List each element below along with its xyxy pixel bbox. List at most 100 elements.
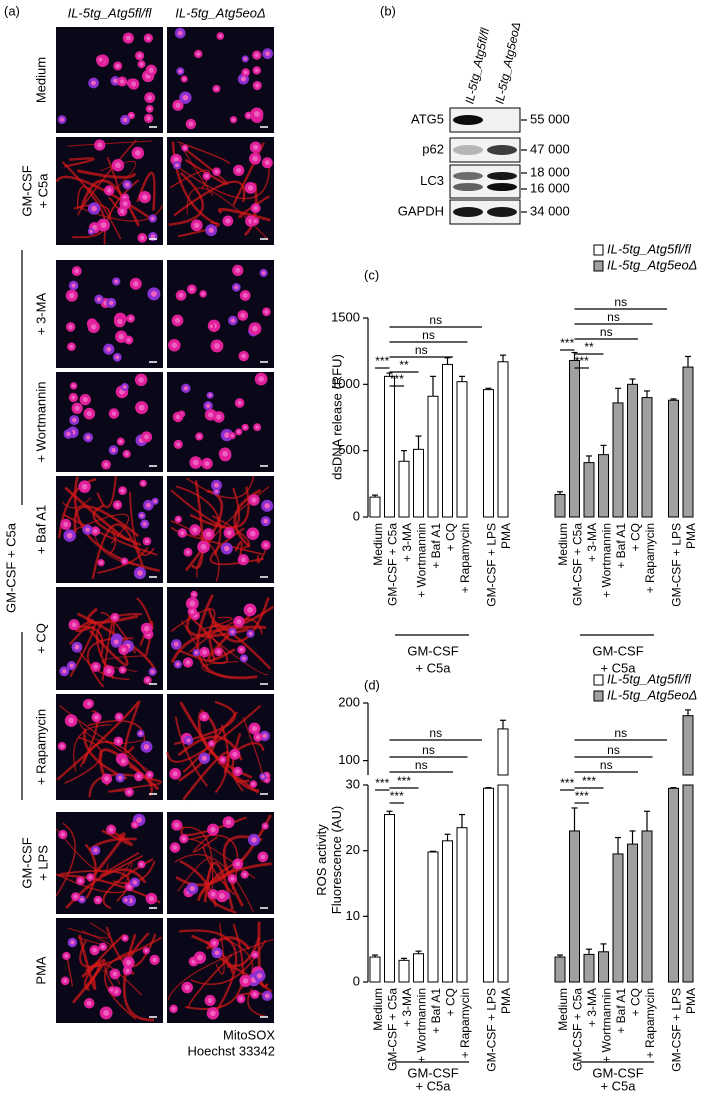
cell-core	[232, 751, 238, 757]
cell-core	[113, 639, 119, 645]
net-fiber	[256, 546, 268, 564]
net-fiber	[76, 169, 137, 179]
legend-swatch	[593, 674, 604, 686]
cell-core	[261, 271, 266, 275]
bar	[627, 383, 638, 518]
cell-core	[116, 739, 121, 744]
net-fiber	[206, 857, 245, 914]
x-tick-label: + Wortmannin	[600, 523, 614, 598]
cell-core	[206, 403, 211, 408]
cell-core	[262, 733, 268, 739]
significance-label: ns	[429, 313, 442, 327]
cell-core	[147, 772, 152, 777]
cell-core	[180, 530, 185, 536]
cell-core	[147, 107, 152, 111]
y-tick-label: 200	[338, 694, 360, 709]
x-tick-label: + CQ	[444, 988, 458, 1016]
cell-core	[66, 431, 71, 437]
net-fiber	[79, 179, 140, 227]
significance-label: ***	[390, 372, 404, 386]
net-fiber	[104, 964, 143, 996]
cell-core	[265, 51, 271, 57]
bar	[554, 493, 566, 518]
cell-core	[124, 452, 129, 456]
bar	[398, 959, 410, 983]
x-tick-label: Medium	[556, 988, 570, 1031]
cell-core	[189, 885, 196, 892]
y-tick-label: 20	[346, 842, 360, 857]
bar	[682, 784, 694, 983]
cell-core	[178, 292, 184, 298]
cell-core	[247, 185, 254, 191]
net-fiber	[84, 843, 97, 899]
cell-core	[108, 300, 114, 306]
cell-core	[92, 947, 97, 953]
cell-core	[237, 430, 241, 434]
cell-core	[146, 116, 151, 121]
cell-core	[71, 384, 76, 388]
cell-core	[122, 385, 127, 389]
cell-core	[106, 188, 112, 193]
bar	[612, 402, 624, 518]
cell-core	[60, 832, 65, 837]
micrograph	[55, 812, 163, 914]
cell-core	[85, 435, 91, 440]
net-fiber	[76, 185, 122, 240]
cell-core	[118, 333, 125, 340]
cell-core	[104, 776, 110, 782]
group-label: + C5a	[415, 1078, 451, 1093]
cell-core	[230, 630, 235, 634]
bar-upper	[497, 728, 509, 776]
cell-core	[253, 952, 257, 957]
bar	[598, 454, 609, 518]
panel-label: (c)	[364, 267, 379, 282]
net-fiber	[215, 923, 225, 975]
cell-core	[196, 52, 201, 56]
cell-core	[120, 209, 125, 214]
cell-core	[263, 824, 267, 828]
net-fiber	[174, 853, 254, 912]
legend-swatch	[593, 690, 604, 702]
net-fiber	[189, 486, 250, 530]
cell-core	[133, 823, 137, 827]
legend-swatch	[593, 260, 604, 272]
y-tick-label: 100	[338, 752, 360, 767]
row-label: PMA	[33, 956, 48, 985]
cell-core	[183, 146, 187, 150]
cell-core	[255, 735, 260, 740]
net-fiber	[173, 180, 246, 217]
cell-core	[90, 324, 97, 330]
cell-core	[221, 757, 225, 762]
cell-core	[136, 774, 141, 779]
bar	[483, 389, 494, 518]
net-fiber	[247, 987, 266, 1018]
micrograph	[56, 27, 163, 133]
cell-core	[240, 76, 246, 82]
net-fiber	[76, 647, 130, 680]
x-tick-label: PMA	[684, 523, 698, 549]
cell-core	[230, 434, 234, 438]
x-tick-label: + Baf A1	[429, 523, 443, 569]
panel-label: (a)	[4, 3, 20, 18]
cell-core	[71, 283, 76, 288]
x-tick-label: PMA	[684, 988, 698, 1014]
cell-core	[176, 442, 181, 447]
cell-core	[192, 527, 198, 533]
cell-core	[69, 663, 74, 668]
cell-core	[140, 235, 145, 241]
cell-core	[95, 898, 100, 902]
cell-core	[127, 884, 132, 889]
net-fiber	[58, 478, 97, 538]
significance-label: ***	[575, 789, 589, 803]
x-tick-label: + Rapamycin	[458, 988, 472, 1058]
blot-label: LC3	[420, 173, 444, 188]
cell-core	[178, 69, 183, 74]
blot-band	[453, 145, 483, 155]
column-header: IL-5tg_Atg5fl/fl	[68, 5, 153, 20]
net-fiber	[170, 625, 267, 664]
cell-core	[117, 318, 123, 325]
significance-label: ns	[614, 726, 627, 740]
cell-core	[69, 344, 74, 349]
cell-core	[176, 662, 180, 667]
cell-core	[216, 414, 222, 420]
